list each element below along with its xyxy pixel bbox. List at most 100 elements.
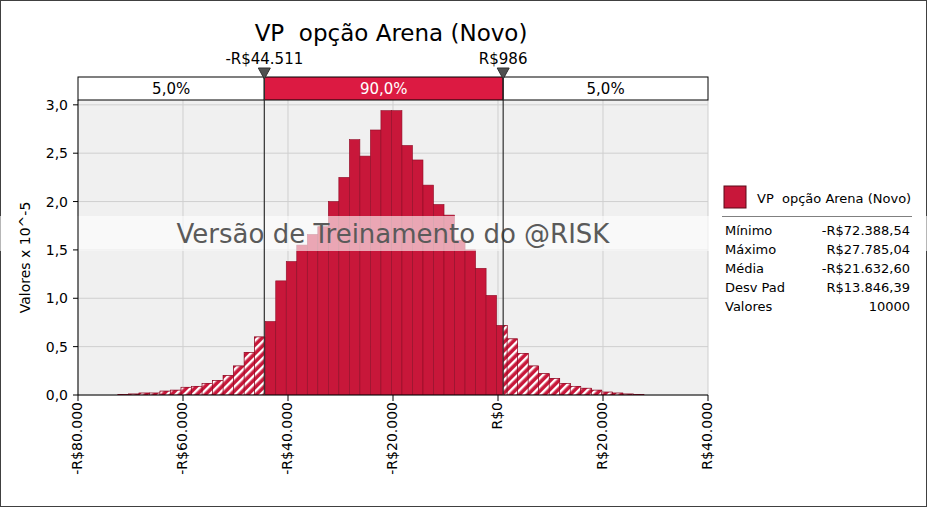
y-tick [73, 201, 78, 202]
bar [570, 386, 581, 395]
bar-hatch [234, 366, 245, 395]
y-tick [73, 249, 78, 250]
bar-hatch [286, 262, 297, 395]
y-tick-label: 0,0 [46, 387, 68, 403]
bars [118, 111, 644, 395]
legend-stat-label: Máximo [725, 242, 776, 257]
bar [560, 383, 571, 395]
delimiter-label: R$986 [479, 50, 528, 68]
bar-hatch [507, 339, 518, 395]
bar [192, 386, 203, 395]
bar-hatch [560, 383, 571, 395]
bar-hatch [465, 250, 476, 395]
bar-hatch [265, 321, 276, 395]
y-axis [78, 100, 79, 395]
x-tick [708, 395, 709, 401]
bar-hatch [539, 374, 550, 395]
bar-hatch [591, 390, 602, 395]
y-tick-label: 3,0 [46, 97, 68, 113]
bar-hatch [381, 111, 392, 395]
bar [339, 177, 350, 395]
chart: VP opção Arena (Novo) Versão de Treinamen… [0, 0, 927, 507]
bar [297, 245, 308, 395]
bar [202, 383, 213, 395]
x-tick-label: R$40.000 [699, 402, 715, 470]
bar [581, 388, 592, 395]
bar-hatch [402, 145, 413, 395]
bar-hatch [391, 111, 402, 395]
x-tick [393, 395, 394, 401]
y-tick-label: 0,5 [46, 339, 68, 355]
bar [349, 140, 360, 395]
delimiter-band [264, 77, 503, 100]
x-tick-label: -R$20.000 [384, 402, 400, 475]
x-tick [288, 395, 289, 401]
bar [181, 387, 192, 395]
x-tick-label: R$0 [489, 402, 505, 430]
bar-hatch [549, 379, 560, 395]
delimiter-band [503, 77, 708, 100]
legend-stat-value: 10000 [869, 299, 910, 314]
delimiter-line [503, 77, 504, 395]
bar [391, 111, 402, 395]
legend-rule [722, 216, 912, 217]
bar-hatch [244, 352, 255, 395]
watermark-band [0, 216, 927, 251]
y-tick [73, 346, 78, 347]
y-tick [73, 298, 78, 299]
y-tick [73, 395, 78, 396]
title: VP opção Arena (Novo) [255, 20, 528, 46]
bar [286, 262, 297, 395]
x-tick [78, 395, 79, 401]
bar-hatch [318, 227, 329, 395]
bar-hatch [339, 177, 350, 395]
bar-hatch [476, 268, 487, 395]
legend-swatch [724, 186, 746, 208]
x-tick-label: R$20.000 [594, 402, 610, 470]
bar [265, 321, 276, 395]
bar-hatch [213, 380, 224, 395]
bar-hatch [297, 245, 308, 395]
bar [276, 281, 287, 395]
bar-hatch [255, 337, 266, 395]
legend-stat-label: Mínimo [725, 223, 772, 238]
legend-stat-label: Média [725, 261, 764, 276]
bar [360, 156, 371, 395]
y-tick [73, 104, 78, 105]
bar [244, 352, 255, 395]
legend-stat-value: R$27.785,04 [827, 242, 910, 257]
bar-hatch [160, 391, 171, 395]
x-tick-label: -R$60.000 [174, 402, 190, 475]
delimiter-band [78, 77, 264, 100]
bar [307, 234, 318, 395]
legend-stat-value: R$13.846,39 [827, 280, 910, 295]
bar [518, 353, 529, 395]
bar-hatch [370, 130, 381, 395]
bar [486, 295, 497, 395]
bar [539, 374, 550, 395]
bar [497, 325, 508, 395]
bar [476, 268, 487, 395]
bar [255, 337, 266, 395]
x-tick [183, 395, 184, 401]
x-tick-label: -R$40.000 [279, 402, 295, 475]
watermark: Versão de Treinamento do @RISK [177, 219, 611, 249]
y-tick [73, 153, 78, 154]
x-tick [603, 395, 604, 401]
delimiter-marker [497, 68, 509, 79]
bar [370, 130, 381, 395]
bar-hatch [528, 366, 539, 395]
bar-hatch [181, 387, 192, 395]
bar-hatch [349, 140, 360, 395]
y-tick-label: 2,5 [46, 145, 68, 161]
bar-hatch [486, 295, 497, 395]
bar [507, 339, 518, 395]
bar [223, 376, 234, 395]
bar [591, 390, 602, 395]
legend-stat-label: Desv Pad [725, 280, 785, 295]
bar-hatch [202, 383, 213, 395]
bar [213, 380, 224, 395]
bar [549, 379, 560, 395]
delimiter-percent: 5,0% [587, 80, 625, 98]
delimiter-line [264, 77, 265, 395]
